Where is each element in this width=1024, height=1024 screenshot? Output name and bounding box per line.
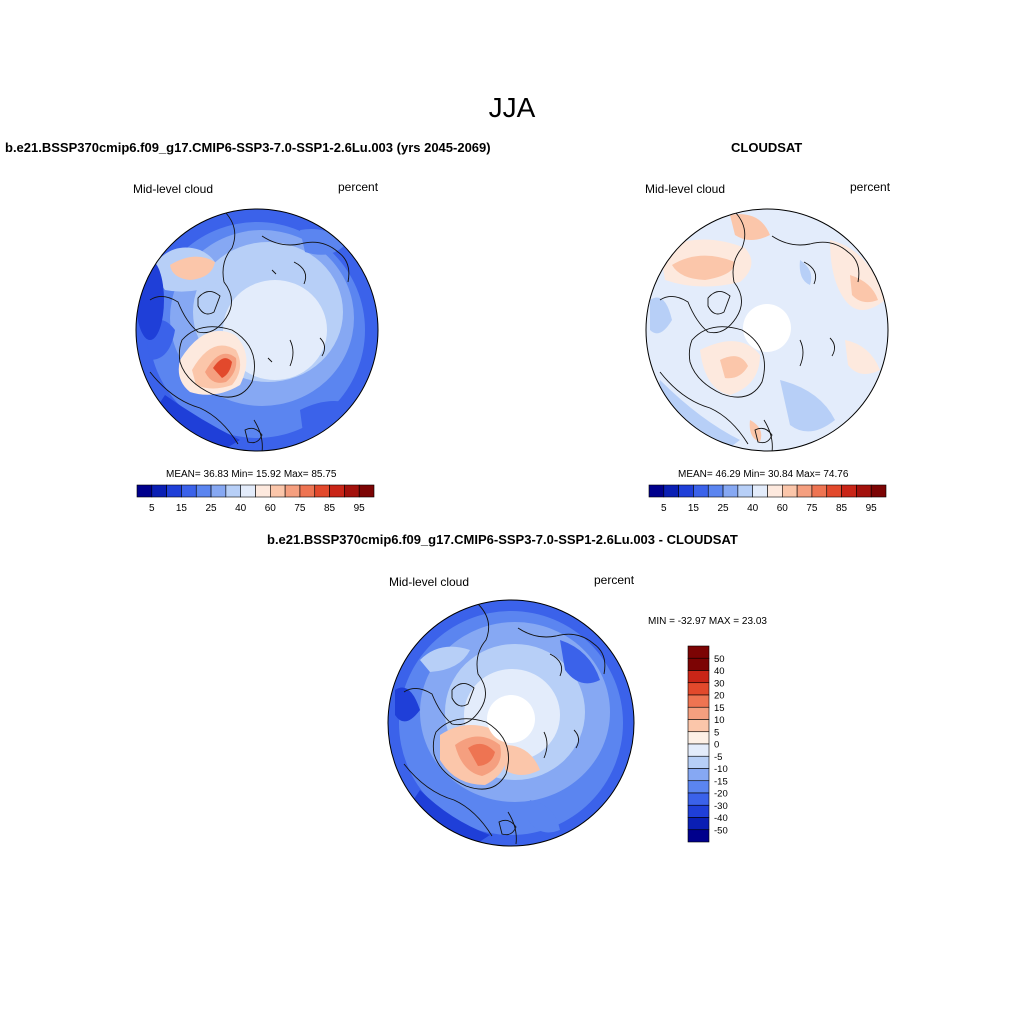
obs-colorbar-swatch xyxy=(811,484,828,498)
model-colorbar-swatch xyxy=(181,484,197,498)
diff-colorbar-tick-label: -50 xyxy=(714,825,728,836)
obs-colorbar-tick-label: 25 xyxy=(718,503,730,514)
model-colorbar-swatch xyxy=(314,484,330,498)
model-colorbar-swatch xyxy=(358,484,375,498)
model-colorbar-tick-label: 85 xyxy=(324,503,336,514)
diff-colorbar-tick-label: 30 xyxy=(714,678,725,689)
diff-colorbar-tick-label: -15 xyxy=(714,776,728,787)
model-map xyxy=(135,208,379,452)
obs-colorbar-swatch xyxy=(737,484,753,498)
obs-colorbar-swatch xyxy=(663,484,679,498)
model-panel-title: b.e21.BSSP370cmip6.f09_g17.CMIP6-SSP3-7.… xyxy=(5,140,491,155)
obs-units-label: percent xyxy=(850,180,891,194)
diff-colorbar-swatch xyxy=(687,706,710,720)
model-colorbar-tick-label: 60 xyxy=(265,503,277,514)
diff-colorbar-swatch xyxy=(687,755,710,769)
diff-colorbar-swatch xyxy=(687,768,710,782)
diff-panel-title: b.e21.BSSP370cmip6.f09_g17.CMIP6-SSP3-7.… xyxy=(267,532,738,547)
model-colorbar-swatch xyxy=(284,484,301,498)
obs-colorbar-swatch xyxy=(856,484,872,498)
obs-colorbar-swatch xyxy=(693,484,709,498)
diff-colorbar-swatch xyxy=(687,817,710,831)
obs-stats: MEAN= 46.29 Min= 30.84 Max= 74.76 xyxy=(678,469,849,480)
obs-colorbar-tick-label: 15 xyxy=(688,503,700,514)
obs-colorbar-swatch xyxy=(782,484,798,498)
model-colorbar-swatch xyxy=(270,484,286,498)
diff-colorbar-tick-label: 5 xyxy=(714,727,719,738)
obs-variable-label: Mid-level cloud xyxy=(645,182,726,196)
diff-colorbar-swatch xyxy=(687,657,710,671)
diff-colorbar-tick-label: 20 xyxy=(714,691,725,702)
obs-colorbar-tick-label: 85 xyxy=(836,503,848,514)
diff-colorbar-swatch xyxy=(687,719,710,733)
obs-colorbar-tick-label: 40 xyxy=(747,503,759,514)
obs-colorbar-swatch xyxy=(752,484,768,498)
obs-colorbar-swatch xyxy=(841,484,857,498)
obs-colorbar-tick-label: 5 xyxy=(661,503,667,514)
diff-colorbar-tick-label: -5 xyxy=(714,752,722,763)
obs-colorbar-swatch xyxy=(707,484,724,498)
obs-colorbar-swatch xyxy=(826,484,842,498)
diff-units-label: percent xyxy=(594,573,635,587)
model-colorbar-swatch xyxy=(344,484,360,498)
diff-colorbar-swatch xyxy=(687,792,710,806)
obs-panel-title: CLOUDSAT xyxy=(731,140,803,155)
obs-colorbar-swatch xyxy=(767,484,783,498)
diff-colorbar-tick-label: 40 xyxy=(714,666,725,677)
diff-colorbar-tick-label: -30 xyxy=(714,801,728,812)
model-colorbar-tick-label: 5 xyxy=(149,503,155,514)
diff-colorbar-tick-label: -40 xyxy=(714,813,728,824)
model-colorbar-swatch xyxy=(166,484,182,498)
model-colorbar-swatch xyxy=(299,484,316,498)
model-colorbar-swatch xyxy=(210,484,227,498)
model-colorbar-tick-label: 25 xyxy=(206,503,218,514)
model-colorbar-swatch xyxy=(329,484,345,498)
model-colorbar-tick-label: 40 xyxy=(235,503,247,514)
diff-colorbar-swatch xyxy=(687,694,710,708)
diff-colorbar-swatch xyxy=(687,670,710,684)
diff-colorbar-swatch xyxy=(687,682,710,696)
obs-colorbar-swatch xyxy=(648,484,665,498)
obs-colorbar-swatch xyxy=(796,484,813,498)
diff-colorbar-swatch xyxy=(687,743,710,757)
diff-variable-label: Mid-level cloud xyxy=(389,575,470,589)
model-variable-label: Mid-level cloud xyxy=(133,182,214,196)
model-colorbar-swatch xyxy=(240,484,256,498)
diff-colorbar-swatch xyxy=(687,804,710,818)
model-stats: MEAN= 36.83 Min= 15.92 Max= 85.75 xyxy=(166,469,337,480)
model-colorbar-tick-label: 95 xyxy=(354,503,366,514)
model-colorbar-swatch xyxy=(136,484,153,498)
diff-colorbar-tick-label: -20 xyxy=(714,789,728,800)
diff-colorbar-swatch xyxy=(687,780,710,794)
obs-colorbar-swatch xyxy=(678,484,694,498)
diff-map xyxy=(387,599,635,847)
model-colorbar-tick-label: 15 xyxy=(176,503,188,514)
obs-colorbar: 5 15 25 40 60 75 85 95 xyxy=(648,484,887,514)
diff-colorbar-swatch xyxy=(687,731,710,745)
obs-map xyxy=(645,208,889,452)
diff-colorbar-swatch xyxy=(687,645,710,659)
model-colorbar-swatch xyxy=(151,484,167,498)
obs-colorbar-tick-label: 75 xyxy=(806,503,818,514)
model-colorbar-swatch xyxy=(225,484,241,498)
diff-colorbar-tick-label: 50 xyxy=(714,654,725,665)
obs-colorbar-swatch xyxy=(722,484,739,498)
diff-colorbar-tick-label: 0 xyxy=(714,740,719,751)
obs-colorbar-tick-label: 60 xyxy=(777,503,789,514)
model-colorbar-swatch xyxy=(255,484,271,498)
model-units-label: percent xyxy=(338,180,379,194)
model-colorbar-swatch xyxy=(195,484,212,498)
diff-colorbar-tick-label: 10 xyxy=(714,715,725,726)
diff-colorbar-swatch xyxy=(687,829,710,843)
diff-colorbar-tick-label: -10 xyxy=(714,764,728,775)
obs-colorbar-swatch xyxy=(870,484,887,498)
obs-colorbar-tick-label: 95 xyxy=(866,503,878,514)
model-colorbar-tick-label: 75 xyxy=(294,503,306,514)
model-colorbar: 5 15 25 40 60 75 85 95 xyxy=(136,484,375,514)
figure-title: JJA xyxy=(488,92,536,123)
diff-stats: MIN = -32.97 MAX = 23.03 xyxy=(648,616,767,627)
diff-colorbar-tick-label: 15 xyxy=(714,703,725,714)
